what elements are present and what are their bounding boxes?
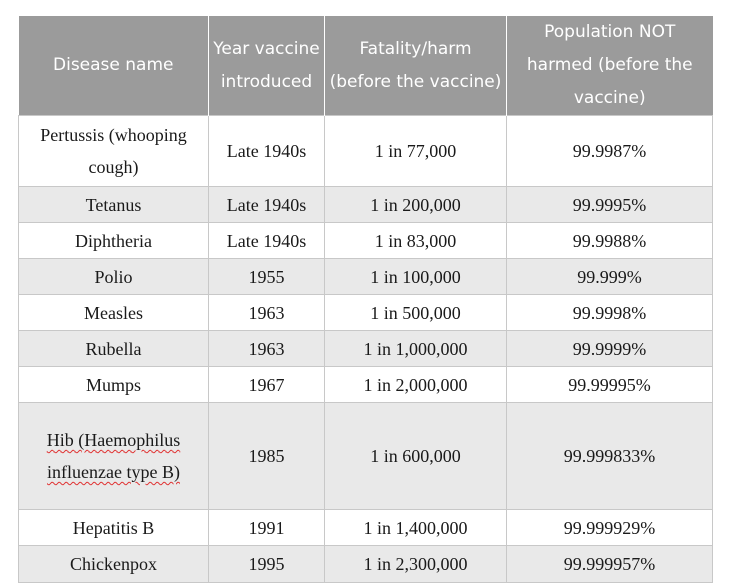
table-row: Measles 1963 1 in 500,000 99.9998% <box>18 294 713 331</box>
table-row: Tetanus Late 1940s 1 in 200,000 99.9995% <box>18 186 713 223</box>
vaccine-table-container: Disease name Year vaccine introduced Fat… <box>18 16 713 583</box>
cell-not-harmed: 99.999833% <box>506 402 713 510</box>
cell-year: 1963 <box>208 294 325 331</box>
cell-fatality: 1 in 2,000,000 <box>324 366 507 403</box>
cell-disease: Hepatitis B <box>18 509 209 546</box>
cell-disease: Polio <box>18 258 209 295</box>
table-row: Rubella 1963 1 in 1,000,000 99.9999% <box>18 330 713 367</box>
cell-disease: Tetanus <box>18 186 209 223</box>
cell-year: 1985 <box>208 402 325 510</box>
cell-not-harmed: 99.9999% <box>506 330 713 367</box>
cell-not-harmed: 99.999957% <box>506 545 713 583</box>
header-population-not-harmed: Population NOT harmed (before the vaccin… <box>506 16 713 116</box>
cell-not-harmed: 99.999% <box>506 258 713 295</box>
cell-fatality: 1 in 200,000 <box>324 186 507 223</box>
cell-year: 1967 <box>208 366 325 403</box>
header-row: Disease name Year vaccine introduced Fat… <box>18 16 713 116</box>
table-row: Hib (Haemophilus influenzae type B) 1985… <box>18 402 713 510</box>
table-row: Pertussis (whooping cough) Late 1940s 1 … <box>18 115 713 187</box>
table-row: Diphtheria Late 1940s 1 in 83,000 99.998… <box>18 222 713 259</box>
cell-disease-text: Hib (Haemophilus influenzae type B) <box>46 430 181 482</box>
cell-year: 1963 <box>208 330 325 367</box>
cell-fatality: 1 in 500,000 <box>324 294 507 331</box>
header-disease-name: Disease name <box>18 16 209 116</box>
cell-fatality: 1 in 600,000 <box>324 402 507 510</box>
header-year-introduced: Year vaccine introduced <box>208 16 325 116</box>
cell-not-harmed: 99.99995% <box>506 366 713 403</box>
cell-year: Late 1940s <box>208 115 325 187</box>
cell-disease: Pertussis (whooping cough) <box>18 115 209 187</box>
cell-fatality: 1 in 2,300,000 <box>324 545 507 583</box>
cell-disease: Mumps <box>18 366 209 403</box>
cell-fatality: 1 in 100,000 <box>324 258 507 295</box>
cell-not-harmed: 99.9995% <box>506 186 713 223</box>
table-row: Polio 1955 1 in 100,000 99.999% <box>18 258 713 295</box>
cell-disease: Diphtheria <box>18 222 209 259</box>
cell-year: 1995 <box>208 545 325 583</box>
table-row: Hepatitis B 1991 1 in 1,400,000 99.99992… <box>18 509 713 546</box>
cell-year: Late 1940s <box>208 186 325 223</box>
cell-not-harmed: 99.999929% <box>506 509 713 546</box>
cell-disease: Chickenpox <box>18 545 209 583</box>
cell-year: 1991 <box>208 509 325 546</box>
cell-disease: Measles <box>18 294 209 331</box>
table-row: Mumps 1967 1 in 2,000,000 99.99995% <box>18 366 713 403</box>
cell-fatality: 1 in 83,000 <box>324 222 507 259</box>
cell-disease: Hib (Haemophilus influenzae type B) <box>18 402 209 510</box>
table-row: Chickenpox 1995 1 in 2,300,000 99.999957… <box>18 545 713 583</box>
cell-year: 1955 <box>208 258 325 295</box>
cell-not-harmed: 99.9998% <box>506 294 713 331</box>
cell-not-harmed: 99.9987% <box>506 115 713 187</box>
cell-fatality: 1 in 77,000 <box>324 115 507 187</box>
cell-not-harmed: 99.9988% <box>506 222 713 259</box>
cell-fatality: 1 in 1,400,000 <box>324 509 507 546</box>
vaccine-table: Disease name Year vaccine introduced Fat… <box>18 16 713 583</box>
cell-fatality: 1 in 1,000,000 <box>324 330 507 367</box>
header-fatality-harm: Fatality/harm (before the vaccine) <box>324 16 507 116</box>
cell-disease: Rubella <box>18 330 209 367</box>
cell-year: Late 1940s <box>208 222 325 259</box>
